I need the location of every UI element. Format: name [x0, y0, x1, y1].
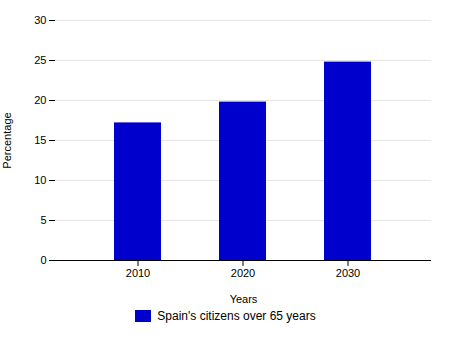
- svg-text:0: 0: [40, 254, 46, 266]
- svg-text:2030: 2030: [336, 267, 360, 279]
- svg-text:25: 25: [34, 54, 46, 66]
- html-text:Spain's citizens over 65 years: Spain's citizens over 65 years: [157, 309, 316, 323]
- svg-text:Percentage: Percentage: [1, 112, 13, 168]
- svg-text:2020: 2020: [231, 267, 255, 279]
- svg-text:15: 15: [34, 134, 46, 146]
- svg-text:Years: Years: [230, 293, 258, 305]
- svg-text:30: 30: [34, 14, 46, 26]
- svg-text:5: 5: [40, 214, 46, 226]
- svg-text:2010: 2010: [126, 267, 150, 279]
- svg-text:20: 20: [34, 94, 46, 106]
- svg-text:10: 10: [34, 174, 46, 186]
